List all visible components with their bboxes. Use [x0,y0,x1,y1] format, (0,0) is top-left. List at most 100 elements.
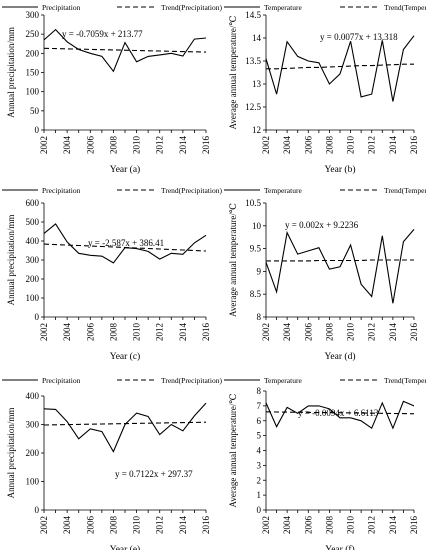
y-tick-label: 600 [26,198,40,208]
panel-label: (c) [130,351,141,362]
x-tick-label: 2004 [282,323,292,342]
y-axis-label: Average annual temperature/℃ [228,394,238,508]
x-tick-label: 2006 [85,323,95,342]
x-tick-label: 2002 [261,323,271,341]
series-line [265,400,415,430]
chart-panel-6: Temperature Trend(Temperature) 0 1 2 3 4 5 6 7 8 20… [224,376,426,550]
x-tick-label: 2014 [388,323,398,342]
y-tick-label: 400 [26,236,40,246]
legend-label-series: Temperature [264,186,302,195]
y-tick-label: 10 [252,221,262,231]
x-axis-title: Year [325,165,345,175]
y-axis-label: Annual precipitation/mm [6,215,16,306]
legend-label-series: Precipitation [42,186,81,195]
x-tick-label: 2002 [261,516,271,534]
y-tick-label: 100 [26,87,40,97]
trend-equation: y = 0.7122x + 297.37 [115,469,193,479]
y-tick-label: 200 [26,448,40,458]
x-tick-label: 2012 [155,136,165,154]
legend-label-trend: Trend(Precipitation) [161,186,222,195]
y-tick-label: 300 [26,255,40,265]
y-tick-label: 100 [26,477,40,487]
y-tick-label: 200 [26,274,40,284]
chart-panel-2: Temperature Trend(Temperature) 12 12.5 13 13.… [224,3,426,175]
x-axis-label: Year (a) [110,164,140,175]
x-axis-label: Year (d) [325,351,356,362]
chart-panel-4: Temperature Trend(Temperature) 8 8.5 9 9.5 10 1… [224,186,426,362]
legend-label-trend: Trend(Precipitation) [161,376,222,385]
y-tick-label: 500 [26,217,40,227]
y-tick-label: 250 [26,29,40,39]
legend-label-series: Precipitation [42,3,81,12]
y-axis-label: Average annual temperature/℃ [228,16,238,130]
trend-line [265,411,415,415]
chart-panel-1: Precipitation Trend(Precipitation) 0 50 100 1… [2,3,222,175]
x-tick-label: 2010 [346,323,356,342]
panel-label: (d) [344,351,355,362]
y-tick-label: 13 [252,79,262,89]
trend-equation: y = 0.002x + 9.2236 [285,220,359,230]
y-tick-label: 8.5 [250,289,262,299]
x-axis-label: Year (f) [325,544,354,550]
y-tick-label: 9 [257,266,262,276]
y-tick-label: 10.5 [245,198,261,208]
x-tick-label: 2008 [108,323,118,342]
y-tick-label: 14 [252,33,262,43]
y-tick-label: 8 [257,312,262,322]
x-tick-label: 2016 [201,323,211,342]
legend-label-trend: Trend(Temperature) [384,376,426,385]
x-tick-label: 2006 [85,136,95,155]
x-tick-label: 2006 [303,516,313,535]
trend-line [43,421,207,426]
x-tick-label: 2014 [388,136,398,155]
y-tick-label: 50 [30,106,40,116]
panel-label: (b) [344,164,355,175]
trend-equation: y = -0.0094x + 6.6113 [298,408,379,418]
legend-label-series: Precipitation [42,376,81,385]
y-tick-label: 12.5 [245,102,261,112]
panel-label: (f) [345,544,355,550]
x-tick-label: 2016 [409,516,419,535]
y-axis-label: Annual precipitation/mm [6,27,16,118]
legend-label-trend: Trend(Temperature) [384,3,426,12]
x-tick-label: 2014 [388,516,398,535]
x-tick-label: 2006 [303,323,313,342]
trend-equation: y = -0.7059x + 213.77 [62,29,143,39]
y-tick-label: 300 [26,10,40,20]
x-tick-label: 2010 [346,136,356,155]
trend-line [43,47,207,53]
x-tick-label: 2006 [85,516,95,535]
x-tick-label: 2014 [178,136,188,155]
y-tick-label: 200 [26,48,40,58]
x-axis-label: Year (e) [110,544,140,550]
y-tick-label: 14.5 [245,10,261,20]
y-axis-label: Annual precipitation/mm [6,408,16,499]
y-tick-label: 150 [26,68,40,78]
series-line [43,402,207,453]
x-tick-label: 2008 [108,516,118,535]
x-axis-title: Year [110,545,130,550]
x-tick-label: 2010 [346,516,356,535]
trend-line [266,63,414,70]
x-tick-label: 2006 [303,136,313,155]
y-axis-label: Average annual temperature/℃ [228,203,238,317]
x-tick-label: 2012 [367,323,377,341]
y-tick-label: 6 [257,416,262,426]
y-tick-label: 12 [252,125,261,135]
chart-panel-3: Precipitation Trend(Precipitation) 0 100 200… [2,186,222,362]
y-tick-label: 100 [26,293,40,303]
y-tick-label: 2 [257,475,262,485]
x-axis-title: Year [325,352,345,362]
y-tick-label: 4 [257,446,262,456]
y-tick-label: 7 [257,401,262,411]
y-tick-label: 3 [257,460,262,470]
chart-panel-5: Precipitation Trend(Precipitation) 0 100 200… [2,376,222,550]
x-tick-label: 2004 [62,323,72,342]
x-tick-label: 2012 [367,136,377,154]
x-tick-label: 2012 [367,516,377,534]
y-tick-label: 300 [26,420,40,430]
x-tick-label: 2010 [132,516,142,535]
trend-equation: y = -2.587x + 386.41 [88,238,164,248]
x-tick-label: 2016 [409,323,419,342]
panel-label: (a) [130,164,141,175]
